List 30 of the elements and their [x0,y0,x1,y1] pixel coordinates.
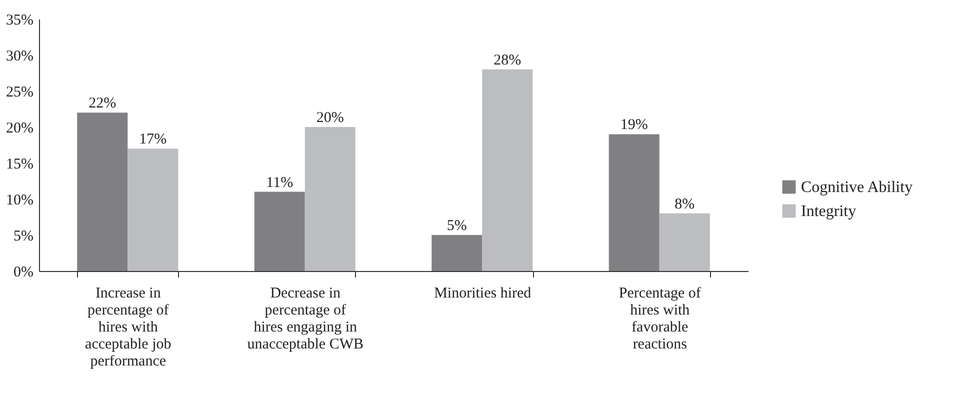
data-label: 20% [316,110,344,126]
y-tick-label: 15% [6,156,34,172]
data-label: 5% [446,218,467,234]
y-tick-label: 5% [14,228,34,244]
bar [128,148,178,271]
x-tick-label: Decrease in percentage of hires engaging in unacceptable CWB [247,286,364,352]
bar [608,134,660,271]
x-tick-label: Minorities hired [434,286,532,302]
legend-label: Integrity [801,203,856,220]
data-label: 28% [494,52,522,68]
y-tick-label: 0% [14,264,34,280]
bar [432,235,482,271]
data-label: 22% [88,96,116,112]
legend-label: Cognitive Ability [801,179,913,196]
bar [482,69,533,271]
y-tick-label: 30% [6,48,34,64]
y-tick-label: 35% [6,12,34,28]
bar [254,192,305,271]
data-label: 19% [620,117,648,134]
data-label: 17% [139,132,167,148]
x-tick-label: Percentage of hires with favorable reactions [618,286,701,352]
y-tick-label: 25% [6,84,34,100]
data-label: 11% [266,174,294,191]
data-label: 8% [674,196,695,212]
y-tick-label: 10% [6,192,34,208]
bar [304,127,356,271]
x-tick-label: Increase in percentage of hires with acceptable job performance [85,286,172,370]
y-tick-label: 20% [6,120,34,136]
bar [659,213,710,271]
bar [77,112,128,271]
